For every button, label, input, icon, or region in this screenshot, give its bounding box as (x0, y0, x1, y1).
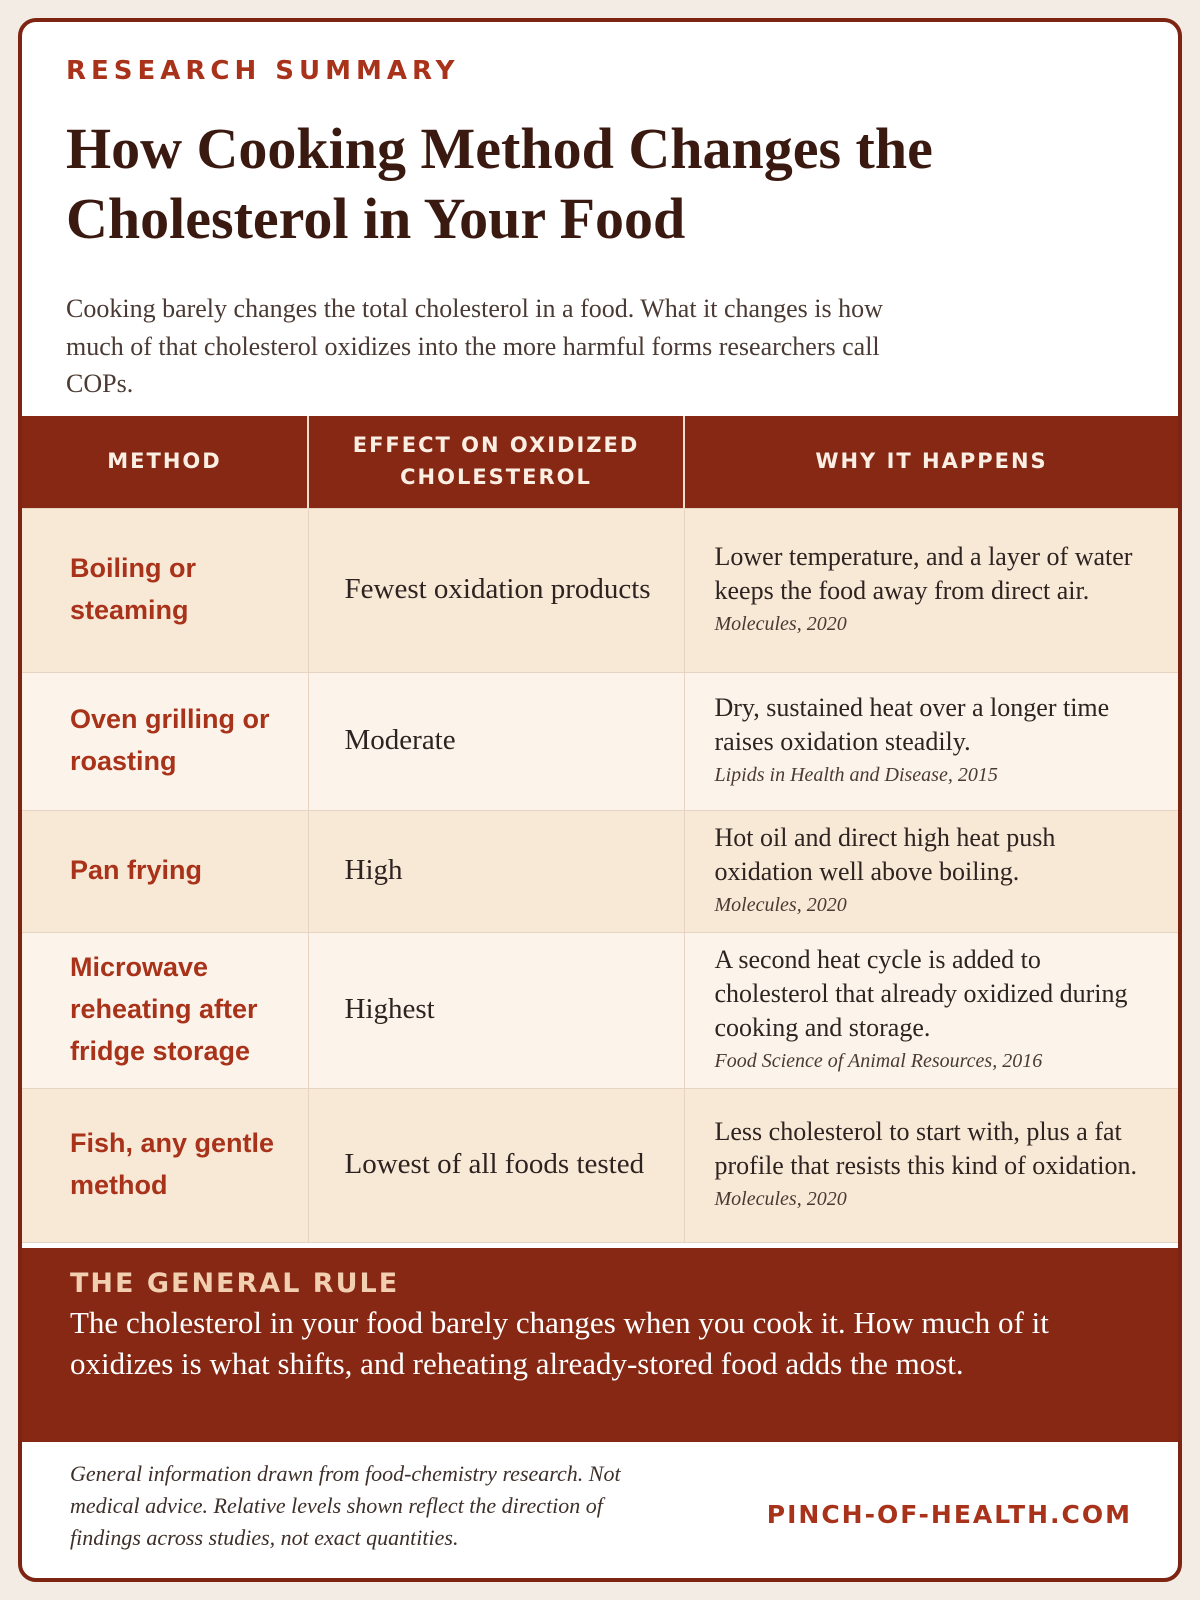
header-row: METHOD EFFECT ON OXIDIZED CHOLESTEROL WHY … (22, 416, 1178, 508)
rule-band: THE GENERAL RULE The cholesterol in your… (22, 1248, 1178, 1442)
table-body: Boiling or steaming Fewest oxidation prod… (22, 507, 1178, 1243)
column-header: EFFECT ON OXIDIZED CHOLESTEROL (307, 416, 684, 508)
effect-cell: Highest (307, 931, 685, 1089)
source: Molecules, 2020 (714, 1187, 847, 1210)
effect-cell: High (307, 809, 685, 933)
effect-cell: Moderate (307, 671, 685, 811)
source: Molecules, 2020 (714, 893, 847, 916)
why-text: Lower temperature, and a layer of water … (714, 542, 1133, 605)
table-row: Fish, any gentle method Lowest of all foo… (22, 1087, 1178, 1243)
table-row: Boiling or steaming Fewest oxidation prod… (22, 507, 1178, 673)
rule-text: The cholesterol in your food barely chan… (70, 1305, 1049, 1381)
site-name: PINCH-OF-HEALTH.COM (766, 1500, 1132, 1529)
why-cell: Hot oil and direct high heat push oxidat… (683, 809, 1178, 933)
effect-cell: Lowest of all foods tested (307, 1087, 685, 1243)
why-cell: Less cholesterol to start with, plus a f… (683, 1087, 1178, 1243)
column-header: WHY IT HAPPENS (683, 416, 1178, 508)
why-text: Hot oil and direct high heat push oxidat… (714, 823, 1056, 886)
why-text: Dry, sustained heat over a longer time r… (714, 693, 1110, 756)
column-header: METHOD (22, 416, 308, 508)
source: Food Science of Animal Resources, 2016 (714, 1049, 1043, 1072)
eyebrow: RESEARCH SUMMARY (66, 56, 460, 86)
footer-note: General information drawn from food-chem… (70, 1461, 621, 1550)
source: Lipids in Health and Disease, 2015 (714, 763, 998, 786)
method-cell: Oven grilling or roasting (22, 671, 309, 811)
why-cell: Dry, sustained heat over a longer time r… (683, 671, 1178, 811)
why-cell: Lower temperature, and a layer of water … (683, 507, 1178, 673)
intro: Cooking barely changes the total cholest… (66, 294, 883, 399)
effect-cell: Fewest oxidation products (307, 507, 685, 673)
method-cell: Boiling or steaming (22, 507, 309, 673)
rule-label: THE GENERAL RULE (70, 1268, 400, 1299)
table-row: Microwave reheating after fridge storage… (22, 931, 1178, 1089)
table: METHOD EFFECT ON OXIDIZED CHOLESTEROL WHY … (22, 416, 1178, 1243)
source: Molecules, 2020 (714, 612, 847, 635)
why-text: Less cholesterol to start with, plus a f… (714, 1117, 1137, 1180)
table-row: Oven grilling or roasting Moderate Dry, su… (22, 671, 1178, 811)
method-cell: Pan frying (22, 809, 309, 933)
why-text: A second heat cycle is added to choleste… (714, 945, 1128, 1042)
method-cell: Fish, any gentle method (22, 1087, 309, 1243)
table-row: Pan frying High Hot oil and direct high he… (22, 809, 1178, 933)
method-cell: Microwave reheating after fridge storage (22, 931, 309, 1089)
card: RESEARCH SUMMARY How Cooking Method Chan… (18, 18, 1182, 1582)
why-cell: A second heat cycle is added to choleste… (683, 931, 1178, 1089)
title: How Cooking Method Changes the Cholester… (66, 116, 933, 251)
